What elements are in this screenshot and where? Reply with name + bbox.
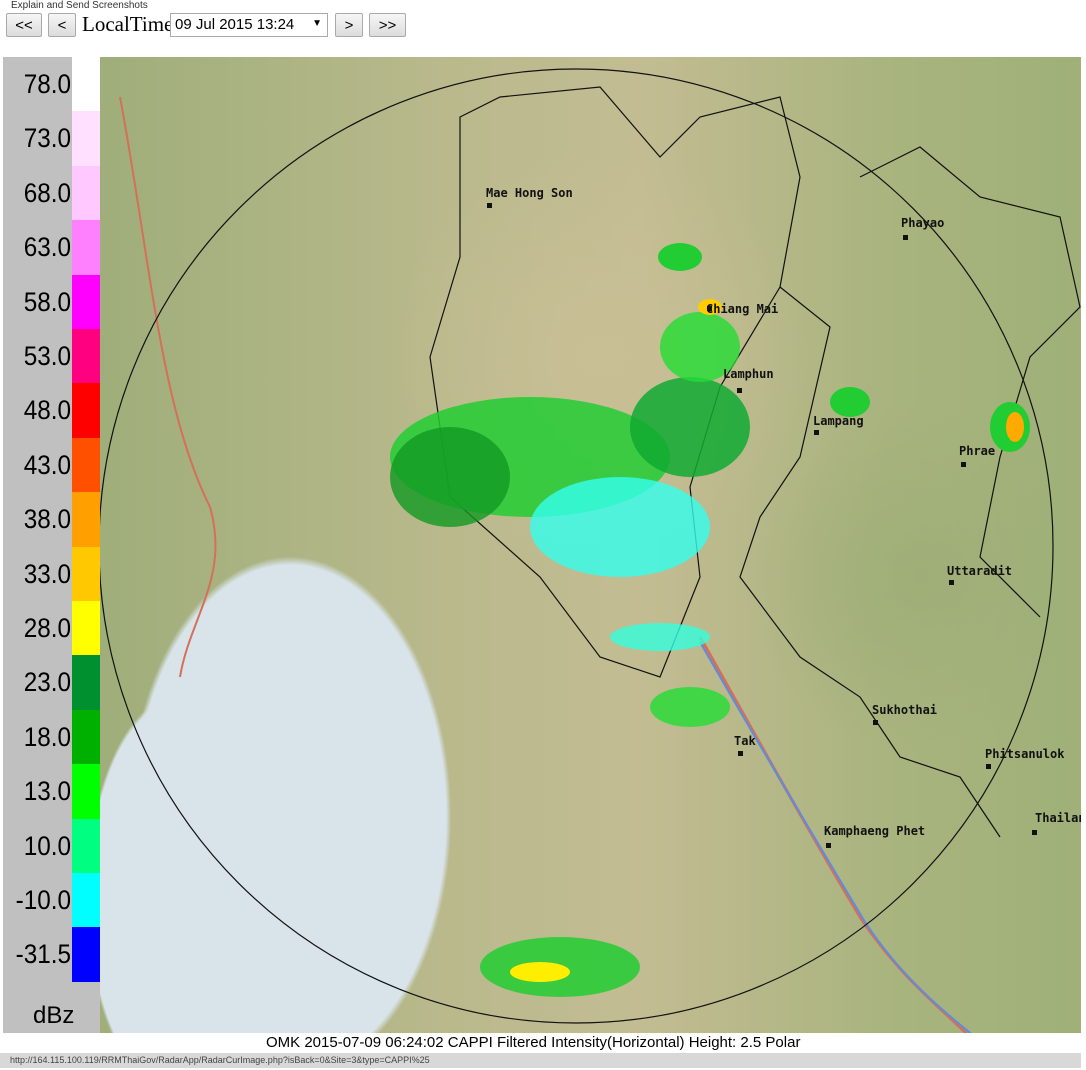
legend-color-band bbox=[72, 329, 100, 384]
legend-label: 23.0 bbox=[23, 667, 71, 698]
city-marker bbox=[949, 580, 954, 585]
legend-label: 18.0 bbox=[23, 721, 71, 752]
city-label: Phayao bbox=[901, 216, 944, 230]
legend-color-band bbox=[72, 655, 100, 710]
time-select[interactable]: 09 Jul 2015 13:24 ▼ bbox=[170, 13, 328, 37]
city-marker bbox=[738, 751, 743, 756]
legend-color-band bbox=[72, 437, 100, 493]
legend-label: 28.0 bbox=[23, 613, 71, 643]
province-border bbox=[739, 286, 1001, 838]
city-label: Thailan bbox=[1035, 811, 1081, 825]
city-marker bbox=[707, 306, 712, 311]
legend-label: 48.0 bbox=[23, 395, 71, 426]
province-border bbox=[429, 86, 801, 678]
legend-color-band bbox=[72, 709, 100, 765]
legend-label: 33.0 bbox=[23, 558, 71, 589]
legend-label: 63.0 bbox=[23, 232, 71, 263]
legend-color-band bbox=[72, 818, 100, 873]
legend-color-band bbox=[72, 927, 100, 982]
city-marker bbox=[1032, 830, 1037, 835]
legend-color-band bbox=[72, 601, 100, 656]
city-label: Uttaradit bbox=[947, 564, 1012, 578]
explain-screenshots-link[interactable]: Explain and Send Screenshots bbox=[11, 0, 148, 11]
radar-echoes bbox=[390, 243, 1030, 997]
first-button[interactable]: << bbox=[6, 13, 42, 37]
city-label: Lamphun bbox=[723, 367, 774, 381]
legend-color-band bbox=[72, 274, 100, 329]
last-button[interactable]: >> bbox=[369, 13, 406, 37]
legend-label: 13.0 bbox=[23, 776, 71, 807]
legend-color-band bbox=[72, 383, 100, 438]
city-label: Chiang Mai bbox=[706, 302, 778, 316]
city-label: Sukhothai bbox=[872, 703, 937, 717]
legend-label: 53.0 bbox=[23, 341, 71, 371]
legend-color-band bbox=[72, 546, 100, 601]
legend-label: 10.0 bbox=[23, 830, 71, 861]
dbz-legend: dBz 78.0 73.0 68.0 63.0 58.0 53.0 48.0 43.0 38.0… bbox=[3, 57, 100, 1033]
province-border bbox=[859, 146, 1081, 618]
legend-label: 68.0 bbox=[23, 177, 71, 208]
legend-color-band bbox=[72, 220, 100, 275]
city-label: Lampang bbox=[813, 414, 864, 428]
city-marker bbox=[737, 388, 742, 393]
city-marker bbox=[873, 720, 878, 725]
city-label: Mae Hong Son bbox=[486, 186, 573, 200]
legend-label: 73.0 bbox=[23, 123, 71, 154]
legend-label: 43.0 bbox=[23, 449, 71, 480]
city-label: Kamphaeng Phet bbox=[824, 824, 925, 838]
legend-color-band bbox=[72, 492, 100, 547]
legend-color-band bbox=[72, 165, 100, 221]
radar-range-ring bbox=[100, 68, 1054, 1024]
radar-caption: OMK 2015-07-09 06:24:02 CAPPI Filtered I… bbox=[266, 1034, 801, 1051]
legend-label: 58.0 bbox=[23, 286, 71, 317]
legend-color-band bbox=[72, 764, 100, 819]
legend-label: 38.0 bbox=[23, 504, 71, 535]
city-label: Phitsanulok bbox=[985, 747, 1065, 761]
legend-label: -10.0 bbox=[15, 885, 71, 915]
city-marker bbox=[826, 843, 831, 848]
time-select-value: 09 Jul 2015 13:24 bbox=[175, 16, 295, 33]
city-label: Tak bbox=[734, 734, 756, 748]
city-marker bbox=[961, 462, 966, 467]
legend-label: 78.0 bbox=[23, 69, 71, 99]
legend-color-band bbox=[72, 111, 100, 166]
status-bar bbox=[0, 1053, 1081, 1068]
river bbox=[699, 641, 972, 1033]
next-button[interactable]: > bbox=[335, 13, 363, 37]
radar-overlay: Mae Hong Son Chiang Mai Lamphun Lampang Phay… bbox=[100, 68, 1081, 1033]
city-label: Phrae bbox=[959, 444, 995, 458]
prev-button[interactable]: < bbox=[48, 13, 76, 37]
city-marker bbox=[903, 235, 908, 240]
legend-color-band bbox=[72, 873, 100, 928]
radar-map: Mae Hong Son Chiang Mai Lamphun Lampang Phay… bbox=[100, 57, 1081, 1033]
border-line bbox=[119, 96, 217, 678]
status-url: http://164.115.100.119/RRMThaiGov/RadarA… bbox=[10, 1055, 430, 1065]
dropdown-arrow-icon: ▼ bbox=[312, 18, 322, 29]
localtime-label: LocalTime bbox=[82, 12, 174, 36]
legend-color-band bbox=[72, 57, 100, 112]
legend-label: -31.5 bbox=[15, 939, 71, 970]
city-marker bbox=[986, 764, 991, 769]
city-marker bbox=[487, 203, 492, 208]
legend-unit: dBz bbox=[33, 1002, 75, 1029]
city-marker bbox=[814, 430, 819, 435]
